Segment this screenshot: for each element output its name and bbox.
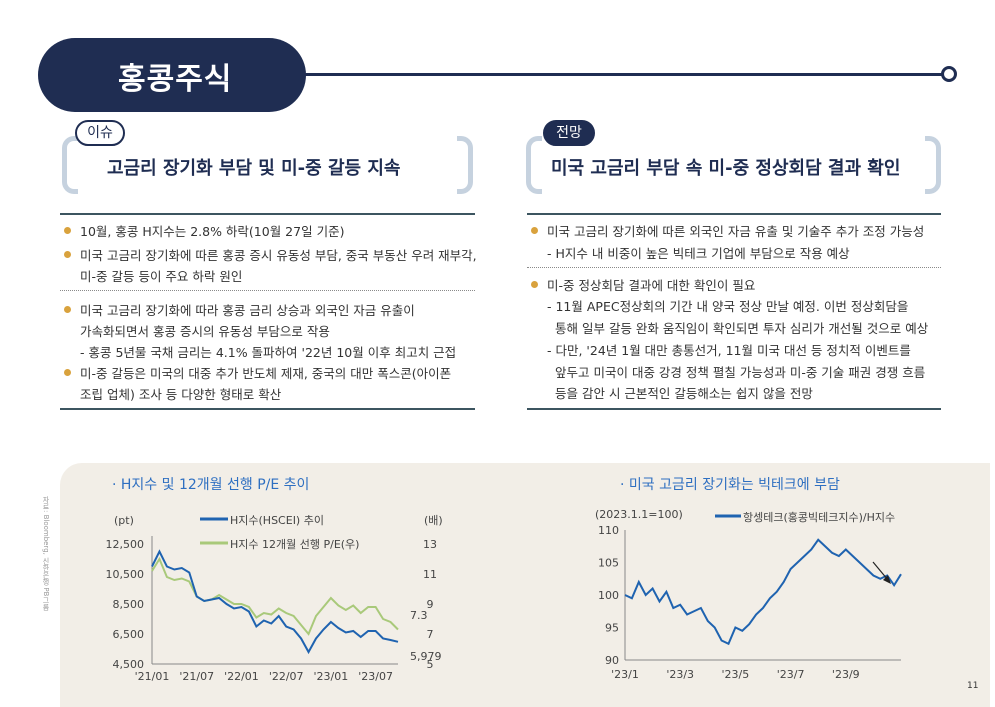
bullet [531,227,538,234]
chart2-x-tick: '23/7 [777,668,805,681]
chart2-svg: 110 105 100 95 90'23/1 '23/3 '23/5 '23/7 '23/9 [598,514,902,681]
chart1-left-tick: 12,500 [106,538,145,551]
chart1-x-tick: '22/07 [269,670,304,683]
issue-heading: 고금리 장기화 부담 및 미-중 갈등 지속 [107,158,401,179]
right-line-4: - 11월 APEC정상회의 기간 내 양국 정상 만날 예정. 이번 정상회담… [547,299,909,314]
chart1-title: · H지수 및 12개월 선행 P/E 추이 [112,477,310,493]
chart2-subtitle: (2023.1.1=100) [595,508,683,521]
bullet [531,281,538,288]
chart1-legend-1: H지수(HSCEI) 추이 [230,514,324,527]
chart2-x-tick: '23/9 [832,668,860,681]
right-bracket-close [925,136,941,194]
page-title: 홍콩주식 [118,62,233,97]
left-line-8: 조립 업체) 조사 등 다양한 형태로 확산 [80,387,282,402]
left-bracket-close [457,136,473,194]
left-line-4: 미국 고금리 장기화에 따라 홍콩 금리 상승과 외국인 자금 유출이 [80,303,415,318]
left-bracket-open [62,136,78,194]
outlook-tag: 전망 [543,120,595,146]
chart1-right-tick: 9 [427,598,434,611]
chart2: (2023.1.1=100) 110 105 100 95 90'23/1 '23/3 '2… [585,500,935,700]
chart1: (pt) (배) 12,500 10,500 8,500 6,500 4,500 13 11… [60,500,480,700]
chart1-end-label-pe: 7.3 [410,609,428,622]
left-line-2: 미국 고금리 장기화에 따른 홍콩 증시 유동성 부담, 중국 부동산 우려 재… [80,248,477,263]
right-line-6: - 다만, '24년 1월 대만 총통선거, 11월 미국 대선 등 정치적 이… [547,343,911,358]
chart2-title: · 미국 고금리 장기화는 빅테크에 부담 [620,477,840,493]
issue-tag: 이슈 [75,120,125,146]
title-rule [300,73,943,76]
left-line-6: - 홍콩 5년물 국채 금리는 4.1% 돌파하여 '22년 10월 이후 최고… [80,345,457,360]
bullet [64,306,71,313]
chart1-legend-2: H지수 12개월 선행 P/E(우) [230,538,360,551]
chart1-left-tick: 10,500 [106,568,145,581]
title-pill [38,38,306,112]
right-bracket-open [526,136,542,194]
chart2-y-tick: 100 [598,589,619,602]
chart1-left-tick: 6,500 [113,628,145,641]
chart1-right-tick: 13 [423,538,437,551]
right-line-1: 미국 고금리 장기화에 따른 외국인 자금 유출 및 기술주 추가 조정 가능성 [547,224,925,239]
right-line-8: 등을 감안 시 근본적인 갈등해소는 쉽지 않을 전망 [555,386,813,401]
chart2-x-tick: '23/1 [611,668,639,681]
chart2-y-tick: 110 [598,524,619,537]
chart1-left-tick: 4,500 [113,658,145,671]
page-number: 11 [967,681,979,691]
title-rule-end-dot [941,66,957,82]
chart2-x-tick: '23/5 [722,668,750,681]
chart2-x-tick: '23/3 [666,668,694,681]
bullet [64,251,71,258]
chart1-right-tick: 7 [427,628,434,641]
source-note: 자료: Bloomberg, 신한은행 PB그룹 [42,496,50,611]
left-bottom-rule [60,408,475,410]
chart2-y-tick: 90 [605,654,619,667]
chart1-x-tick: '22/01 [224,670,259,683]
chart1-x-tick: '21/07 [179,670,214,683]
chart1-series-pe [151,556,399,636]
chart1-svg: 12,500 10,500 8,500 6,500 4,500 13 11 9 7 5 '21/01… [106,517,437,683]
right-top-rule [527,213,941,215]
chart1-series-hscei [151,549,399,655]
left-top-rule [60,213,475,215]
chart1-x-tick: '23/01 [314,670,349,683]
chart1-left-tick: 8,500 [113,598,145,611]
right-line-3: 미-중 정상회담 결과에 대한 확인이 필요 [547,278,756,293]
bullet [64,227,71,234]
chart2-y-tick: 95 [605,622,619,635]
chart1-right-tick: 5 [427,658,434,671]
chart1-left-unit: (pt) [114,514,134,527]
chart1-x-tick: '21/01 [135,670,170,683]
right-bottom-rule [527,408,941,410]
right-line-5: 통해 일부 갈등 완화 움직임이 확인되면 투자 심리가 개선될 것으로 예상 [555,321,929,336]
right-dotted-divider [527,267,941,268]
left-line-3: 미-중 갈등 등이 주요 하락 원인 [80,269,243,284]
chart-panel [60,463,990,707]
bullet [64,369,71,376]
left-line-7: 미-중 갈등은 미국의 대중 추가 반도체 제재, 중국의 대만 폭스콘(아이폰 [80,366,452,381]
chart2-y-tick: 105 [598,557,619,570]
right-line-7: 앞두고 미국이 대중 강경 정책 펼칠 가능성과 미-중 기술 패권 경쟁 흐름 [555,365,926,380]
left-line-1: 10월, 홍콩 H지수는 2.8% 하락(10월 27일 기준) [80,224,345,239]
chart1-x-tick: '23/07 [358,670,393,683]
outlook-heading: 미국 고금리 부담 속 미-중 정상회담 결과 확인 [551,158,901,179]
chart2-annotation-arrow [872,561,889,581]
chart1-end-label-index: 5,979 [410,650,442,663]
right-line-2: - H지수 내 비중이 높은 빅테크 기업에 부담으로 작용 예상 [547,246,850,261]
left-line-5: 가속화되면서 홍콩 증시의 유동성 부담으로 작용 [80,324,330,339]
left-dotted-divider [60,290,475,291]
chart2-legend: 항셍테크(홍콩빅테크지수)/H지수 [743,511,896,524]
chart1-right-unit: (배) [424,514,443,527]
chart2-annotation-arrowhead [883,575,891,584]
chart1-right-tick: 11 [423,568,437,581]
chart2-series [624,538,902,646]
